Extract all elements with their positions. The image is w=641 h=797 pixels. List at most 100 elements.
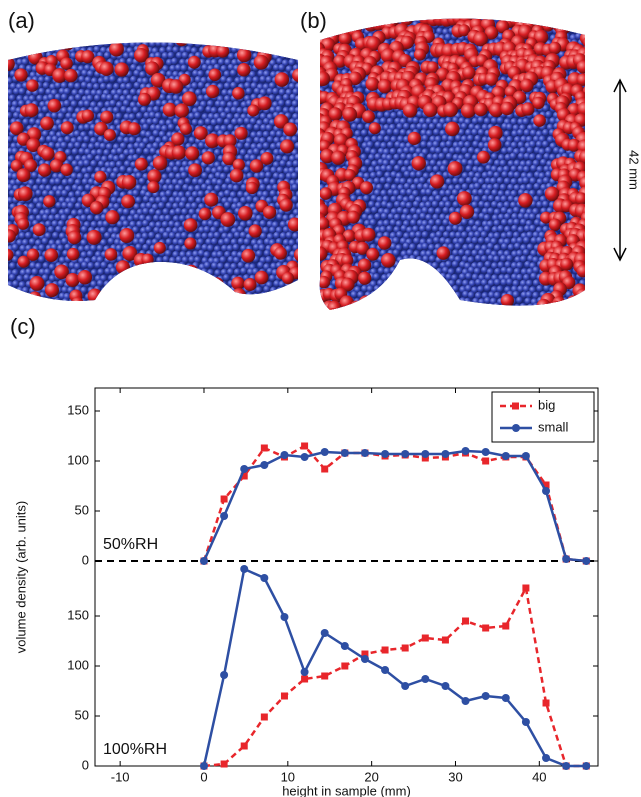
sphere	[45, 184, 53, 192]
sphere	[8, 299, 17, 301]
sphere	[153, 34, 160, 41]
sphere	[218, 298, 226, 301]
sphere	[420, 129, 428, 137]
sphere	[377, 3, 384, 10]
sphere	[382, 219, 391, 227]
sphere	[378, 316, 385, 323]
sphere	[383, 111, 392, 119]
sphere	[265, 124, 273, 132]
sphere	[217, 287, 226, 295]
sphere	[505, 0, 512, 4]
sphere	[164, 298, 172, 301]
sphere	[457, 128, 466, 136]
sphere	[253, 54, 269, 70]
sphere	[80, 214, 88, 222]
sphere	[272, 63, 281, 72]
sphere	[211, 34, 218, 41]
sphere	[444, 201, 452, 209]
sphere	[435, 303, 444, 311]
sphere	[354, 310, 361, 317]
sphere	[231, 118, 239, 126]
sphere	[270, 22, 277, 29]
sphere	[330, 18, 339, 22]
sphere	[203, 261, 212, 269]
sphere	[58, 305, 65, 312]
sphere	[96, 148, 104, 156]
sphere	[585, 76, 592, 83]
sphere	[292, 42, 298, 48]
sphere	[204, 34, 211, 41]
sphere	[155, 267, 163, 275]
sphere	[468, 171, 476, 179]
sphere	[141, 253, 154, 266]
sphere	[185, 42, 193, 43]
sphere	[213, 220, 221, 229]
sphere	[445, 260, 453, 268]
sphere	[397, 135, 405, 143]
sphere	[50, 207, 58, 216]
sphere	[481, 123, 489, 131]
sphere	[487, 279, 495, 287]
sphere	[371, 135, 379, 143]
sphere	[493, 302, 501, 310]
sphere	[354, 129, 362, 138]
sphere	[90, 269, 98, 277]
sphere	[530, 164, 538, 172]
sphere	[188, 112, 196, 120]
sphere	[473, 31, 488, 47]
sphere	[361, 309, 369, 311]
sphere	[483, 201, 492, 209]
sphere	[73, 262, 82, 270]
sphere	[161, 42, 169, 48]
sphere	[256, 299, 264, 301]
sphere	[453, 291, 462, 299]
sphere	[123, 29, 130, 36]
sphere	[563, 1, 577, 15]
sphere	[549, 310, 556, 317]
sphere	[109, 75, 117, 83]
sphere	[12, 304, 19, 311]
sphere	[183, 218, 198, 232]
sphere	[197, 298, 205, 301]
sphere	[432, 285, 440, 293]
sphere	[229, 168, 244, 183]
sphere	[403, 316, 410, 323]
sphere	[77, 245, 86, 253]
sphere	[363, 3, 370, 10]
sphere	[201, 303, 208, 310]
sphere	[237, 225, 245, 233]
sphere	[164, 262, 173, 270]
sphere	[290, 42, 298, 52]
sphere	[396, 206, 404, 214]
sphere	[364, 0, 378, 8]
sphere	[17, 217, 30, 230]
sphere	[152, 105, 161, 113]
sphere	[499, 254, 508, 262]
sphere	[57, 279, 65, 287]
sphere	[275, 154, 283, 163]
sphere	[559, 315, 566, 322]
sphere	[435, 18, 450, 20]
sphere	[51, 135, 59, 143]
sphere	[26, 79, 39, 92]
sphere	[236, 47, 252, 63]
sphere	[55, 201, 63, 209]
sphere	[419, 286, 427, 294]
sphere	[15, 250, 23, 258]
sphere	[511, 285, 519, 293]
sphere	[84, 183, 92, 192]
sphere	[214, 29, 221, 36]
sphere	[122, 52, 130, 60]
sphere	[192, 250, 200, 258]
sphere	[174, 221, 182, 229]
sphere	[110, 196, 118, 204]
sphere	[116, 280, 124, 288]
sphere	[371, 0, 385, 9]
sphere	[235, 298, 244, 301]
sphere	[419, 212, 427, 220]
sphere	[507, 171, 516, 179]
sphere	[584, 195, 585, 203]
sphere	[26, 248, 40, 261]
sphere	[485, 1, 499, 15]
sphere	[171, 145, 187, 160]
